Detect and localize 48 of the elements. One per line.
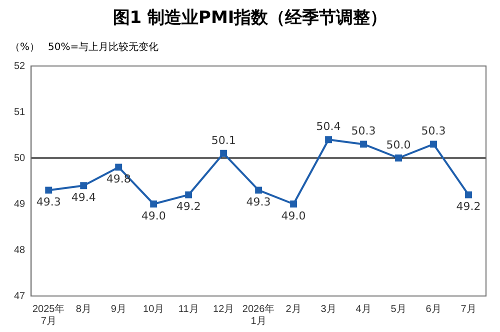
data-label: 49.3 bbox=[36, 196, 61, 209]
data-label: 50.4 bbox=[316, 120, 341, 133]
point bbox=[290, 200, 298, 208]
data-label: 49.2 bbox=[456, 200, 481, 214]
y-tick-label: 51 bbox=[14, 106, 26, 118]
data-label: 50.3 bbox=[351, 124, 376, 138]
data-label: 50.1 bbox=[211, 134, 236, 147]
data-label: 49.3 bbox=[246, 196, 271, 209]
x-tick-label: 6月 bbox=[426, 304, 442, 315]
x-tick-label: 8月 bbox=[76, 304, 92, 315]
x-tick-label: 12月 bbox=[213, 304, 234, 315]
point bbox=[80, 182, 88, 190]
y-tick-label: 50 bbox=[14, 152, 26, 164]
y-tick-label: 49 bbox=[14, 198, 26, 210]
point bbox=[255, 186, 262, 194]
point bbox=[150, 200, 158, 208]
y-tick-label: 48 bbox=[14, 244, 26, 256]
point bbox=[430, 140, 437, 148]
x-tick-label: 11月 bbox=[178, 304, 199, 315]
point bbox=[395, 154, 402, 162]
text: 50%=与上月比较无变化 bbox=[48, 40, 159, 54]
point bbox=[115, 164, 122, 171]
point bbox=[45, 186, 52, 194]
x-tick-label: 2月 bbox=[286, 304, 302, 315]
point bbox=[220, 150, 228, 157]
data-label: 50.0 bbox=[386, 138, 411, 152]
x-tick-label: 2026年 1月 bbox=[242, 302, 275, 327]
data-label: 49.0 bbox=[141, 209, 166, 222]
data-label: 49.2 bbox=[176, 200, 201, 214]
x-tick-label: 3月 bbox=[320, 304, 336, 315]
y-tick-label: 47 bbox=[14, 290, 26, 302]
data-label: 50.3 bbox=[421, 124, 446, 138]
x-tick-label: 9月 bbox=[110, 304, 126, 315]
y-axis-title: （%） bbox=[10, 41, 40, 54]
data-label: 49.0 bbox=[281, 209, 306, 222]
x-tick-label: 7月 bbox=[460, 304, 476, 315]
x-tick-label: 2025年 7月 bbox=[32, 302, 65, 327]
x-tick-label: 10月 bbox=[143, 304, 164, 315]
data-label: 49.8 bbox=[106, 172, 131, 186]
x-tick-label: 5月 bbox=[390, 304, 406, 315]
point bbox=[185, 191, 192, 198]
chart-title: 图1 制造业PMI指数（经季节调整） bbox=[112, 7, 388, 30]
y-tick-label: 52 bbox=[14, 60, 26, 72]
x-tick-label: 4月 bbox=[356, 304, 372, 315]
point bbox=[465, 191, 472, 198]
point bbox=[360, 140, 368, 148]
point bbox=[325, 136, 332, 144]
data-label: 49.4 bbox=[71, 190, 96, 204]
